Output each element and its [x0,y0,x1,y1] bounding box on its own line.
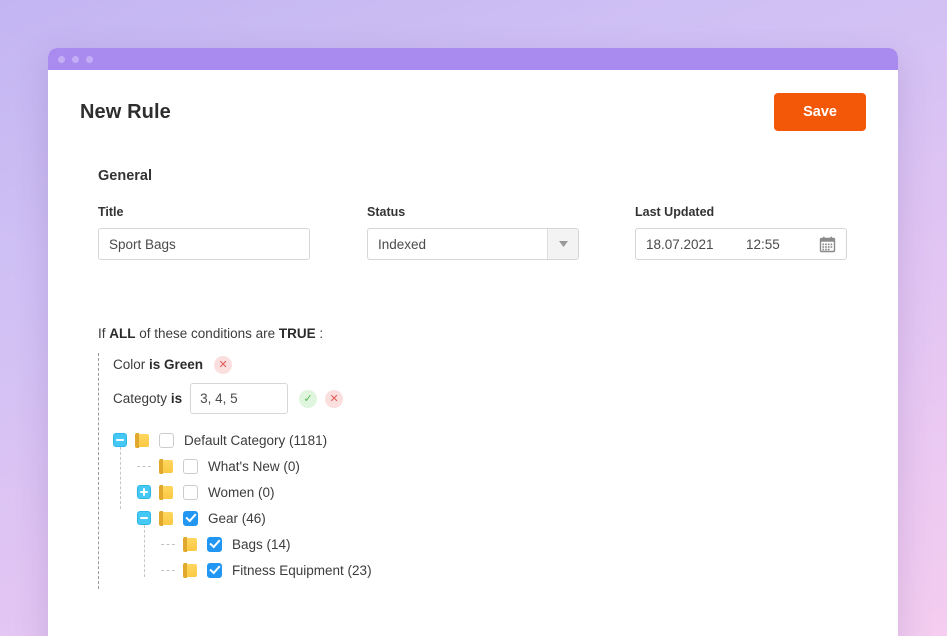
page-header: New Rule Save [80,70,866,131]
last-updated-label: Last Updated [635,205,715,219]
tree-checkbox[interactable] [159,432,174,448]
tree-row[interactable]: Bags (14) [113,531,866,557]
expand-icon[interactable] [137,485,151,499]
condition-category-name[interactable]: Categoty [113,391,168,406]
tree-connector-line [137,465,151,467]
calendar-icon[interactable] [819,236,836,253]
tree-checkbox[interactable] [183,458,198,474]
tree-label: What's New (0) [208,458,300,474]
category-tree: Default Category (1181) What's New (0) Wom… [113,427,866,583]
tree-guide-line [144,525,145,577]
title-field-group: Title [98,205,310,260]
collapse-icon[interactable] [113,433,127,447]
save-button[interactable]: Save [774,93,866,131]
page-title: New Rule [80,100,171,123]
conditions-section: If ALL of these conditions are TRUE : Co… [80,326,866,589]
status-select[interactable]: Indexed [367,228,579,260]
last-updated-field-group: Last Updated 18.07.2021 12:55 [635,205,847,260]
time-value: 12:55 [746,236,780,252]
tree-guide-line [120,447,121,509]
tree-row[interactable]: Fitness Equipment (23) [113,557,866,583]
tree-checkbox[interactable] [207,562,222,578]
conditions-body: Color is Green ✕ Categoty is ✓ ✕ Default… [98,353,866,589]
chevron-down-icon[interactable] [547,229,578,259]
tree-row[interactable]: Gear (46) [113,505,866,531]
tree-label: Bags (14) [232,536,291,552]
condition-color-name[interactable]: Color [113,357,146,372]
date-value: 18.07.2021 [646,236,714,252]
titlebar-dot-maximize[interactable] [86,55,93,63]
folder-icon [159,458,173,474]
folder-icon [159,484,173,500]
condition-row-category: Categoty is ✓ ✕ [113,383,866,414]
intro-prefix: If [98,326,110,341]
tree-label: Gear (46) [208,510,266,526]
condition-category-operator[interactable]: is [170,391,183,406]
last-updated-control[interactable]: 18.07.2021 12:55 [635,228,847,260]
titlebar-dot-close[interactable] [58,55,65,63]
folder-icon [183,536,197,552]
tree-label: Fitness Equipment (23) [232,562,372,578]
condition-color-operator[interactable]: is Green [149,357,204,372]
tree-connector-line [161,543,175,545]
folder-icon [183,562,197,578]
tree-checkbox[interactable] [207,536,222,552]
remove-icon[interactable]: ✕ [325,389,344,408]
title-input[interactable] [98,228,310,260]
intro-suffix: : [315,326,324,341]
remove-icon[interactable]: ✕ [214,355,233,374]
tree-row[interactable]: Women (0) [113,479,866,505]
condition-row-color: Color is Green ✕ [113,353,866,376]
category-value-input[interactable] [190,383,289,414]
title-label: Title [98,205,124,219]
window-card: New Rule Save General Title Status Index… [48,48,898,636]
window-titlebar [48,48,898,70]
tree-row[interactable]: What's New (0) [113,453,866,479]
tree-checkbox[interactable] [183,484,198,500]
card-body: New Rule Save General Title Status Index… [48,70,898,589]
check-icon[interactable]: ✓ [299,389,318,408]
status-field-group: Status Indexed [367,205,579,260]
conditions-intro: If ALL of these conditions are TRUE : [98,326,866,341]
intro-true: TRUE [278,326,316,341]
tree-connector-line [161,569,175,571]
general-section: General Title Status Indexed [80,168,866,260]
folder-icon [159,510,173,526]
general-heading: General [98,168,152,184]
status-selected-value: Indexed [378,236,427,252]
tree-label: Default Category (1181) [184,432,328,448]
collapse-icon[interactable] [137,511,151,525]
tree-checkbox[interactable] [183,510,198,526]
intro-middle: of these conditions are [135,326,279,341]
titlebar-dot-minimize[interactable] [72,55,79,63]
status-label: Status [367,205,406,219]
tree-label: Women (0) [208,484,275,500]
intro-all: ALL [109,326,136,341]
general-fields-row: Title Status Indexed Las [98,205,866,260]
tree-row[interactable]: Default Category (1181) [113,427,866,453]
folder-icon [135,432,149,448]
